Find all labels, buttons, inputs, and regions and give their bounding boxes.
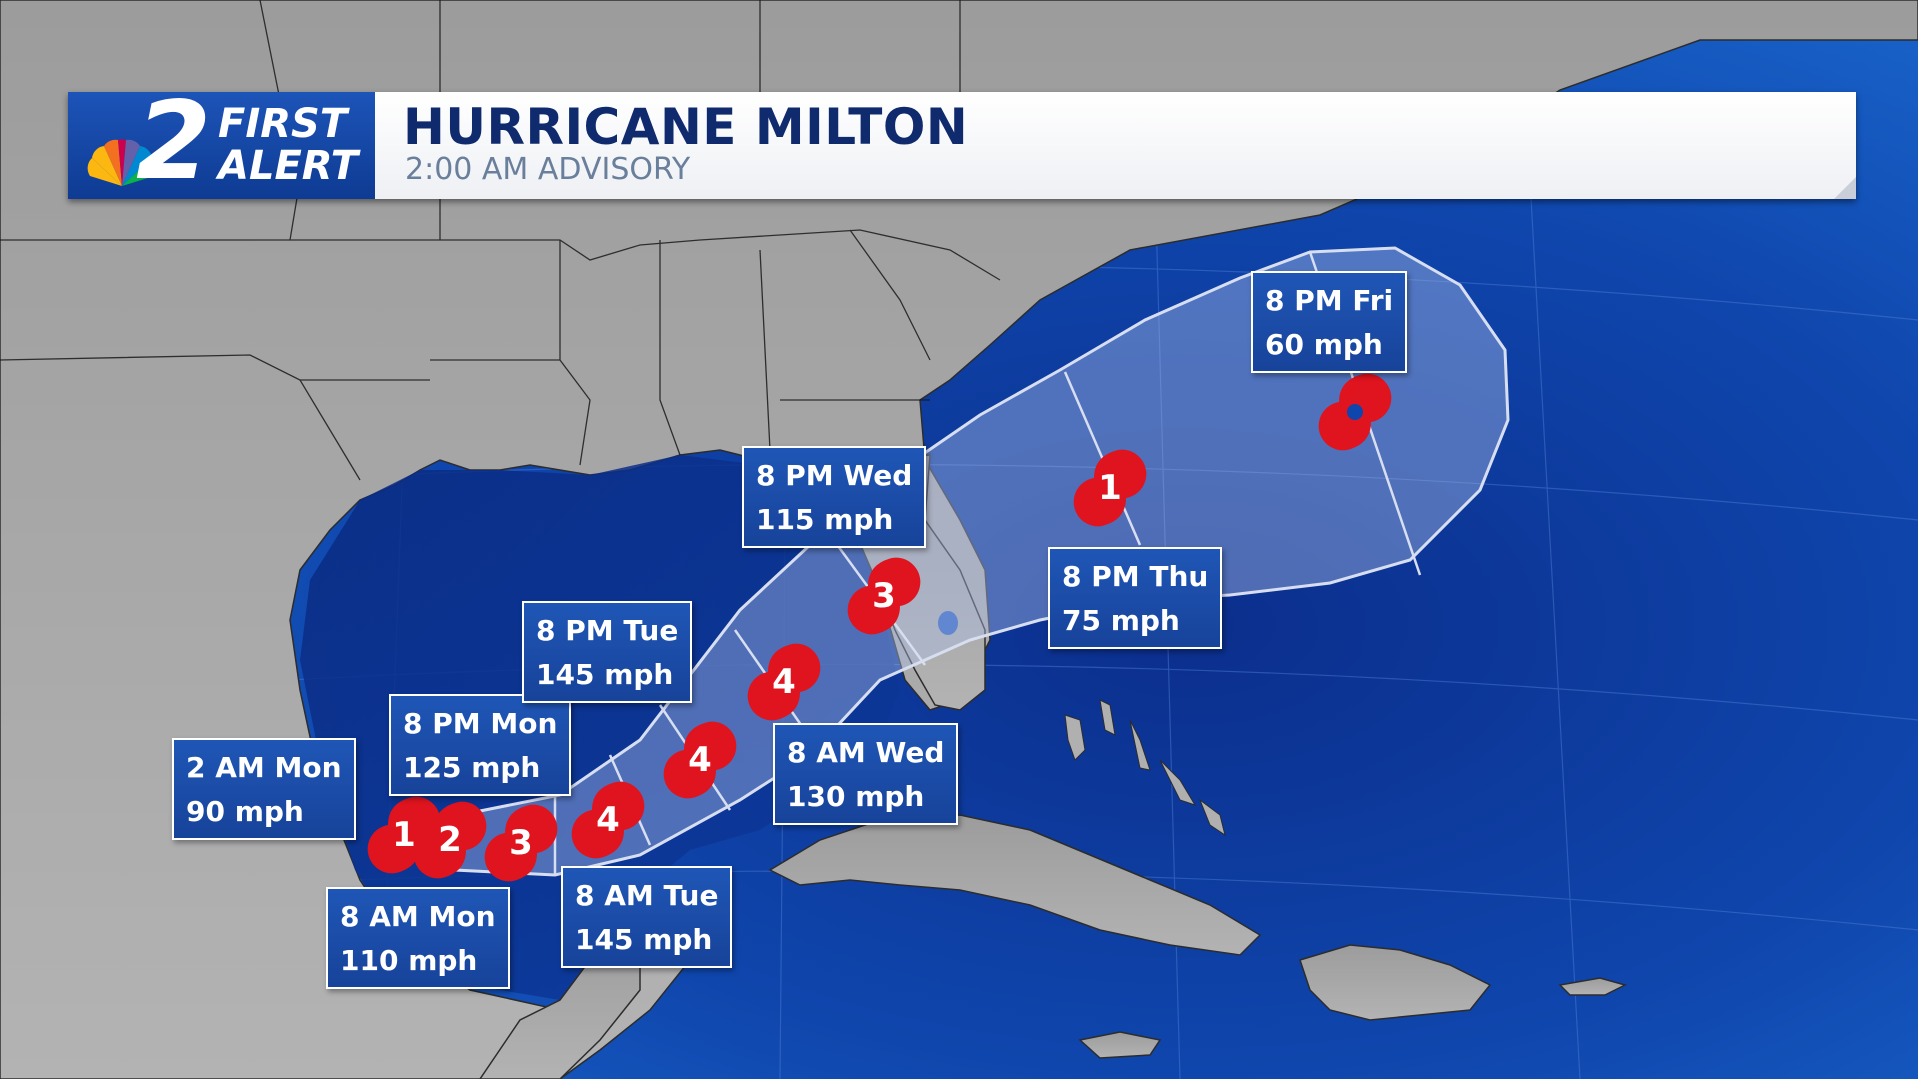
forecast-wind: 125 mph	[403, 751, 541, 784]
hurricane-icon	[663, 721, 737, 799]
storm-category: 4	[596, 800, 620, 840]
hispaniola-land	[1299, 944, 1492, 1021]
tropical-storm-icon	[1318, 373, 1392, 451]
forecast-wind: 145 mph	[575, 923, 713, 956]
forecast-time: 8 PM Mon	[403, 707, 558, 740]
storm-marker-8am-wed: 4	[747, 642, 821, 722]
forecast-label-8pm-fri: 8 PM Fri 60 mph	[1251, 271, 1408, 373]
forecast-time: 8 AM Tue	[575, 879, 719, 912]
hurricane-icon	[571, 781, 645, 859]
storm-category: 1	[392, 815, 416, 855]
forecast-time: 8 AM Mon	[340, 900, 496, 933]
nbc-peacock-icon	[87, 139, 157, 186]
storm-marker-8pm-tue: 4	[663, 720, 737, 800]
hurricane-icon	[847, 557, 921, 635]
storm-category: 4	[688, 740, 712, 780]
forecast-label-8pm-mon: 8 PM Mon 125 mph	[389, 694, 572, 796]
storm-category: 1	[1098, 468, 1122, 508]
storm-marker-8pm-wed: 3	[847, 556, 921, 636]
forecast-label-2am-mon: 2 AM Mon 90 mph	[172, 738, 356, 840]
advisory-subtitle: 2:00 AM ADVISORY	[405, 152, 691, 187]
forecast-label-8am-mon: 8 AM Mon 110 mph	[326, 887, 510, 989]
logo-alert-text: ALERT	[218, 143, 359, 189]
logo-channel-number: 2	[136, 79, 212, 204]
lake-okeechobee	[938, 611, 958, 635]
storm-category: 3	[509, 823, 533, 863]
station-logo: 2 FIRST ALERT	[68, 88, 375, 199]
storm-marker-8pm-mon: 3	[484, 803, 558, 883]
forecast-wind: 115 mph	[756, 503, 894, 536]
forecast-label-8pm-wed: 8 PM Wed 115 mph	[742, 446, 927, 548]
hurricane-icon	[747, 643, 821, 721]
hurricane-icon	[367, 796, 441, 874]
forecast-time: 8 PM Thu	[1062, 560, 1209, 593]
forecast-time: 8 PM Tue	[536, 614, 679, 647]
forecast-wind: 90 mph	[186, 795, 304, 828]
forecast-label-8pm-thu: 8 PM Thu 75 mph	[1048, 547, 1223, 649]
forecast-label-8am-tue: 8 AM Tue 145 mph	[561, 866, 733, 968]
forecast-time: 2 AM Mon	[186, 751, 342, 784]
forecast-label-8am-wed: 8 AM Wed 130 mph	[773, 723, 959, 825]
banner-corner	[1834, 177, 1856, 199]
forecast-time: 8 PM Wed	[756, 459, 913, 492]
storm-marker-2am-mon: 1	[367, 795, 441, 875]
jamaica-land	[1078, 1031, 1162, 1059]
storm-marker-8pm-thu: 1	[1073, 448, 1147, 528]
forecast-wind: 75 mph	[1062, 604, 1180, 637]
forecast-wind: 110 mph	[340, 944, 478, 977]
header-banner: 2 FIRST ALERT HURRICANE MILTON 2:00 AM A…	[68, 88, 1856, 199]
bahamas-islands	[1064, 699, 1226, 837]
storm-marker-8pm-fri	[1318, 372, 1392, 452]
hurricane-icon	[484, 804, 558, 882]
forecast-time: 8 AM Wed	[787, 736, 945, 769]
hurricane-icon	[1073, 449, 1147, 527]
puerto-rico-land	[1558, 977, 1628, 996]
storm-marker-8am-mon: 2	[413, 800, 487, 880]
forecast-time: 8 PM Fri	[1265, 284, 1394, 317]
storm-category: 3	[872, 576, 896, 616]
forecast-wind: 60 mph	[1265, 328, 1383, 361]
storm-marker-8am-tue: 4	[571, 780, 645, 860]
forecast-wind: 145 mph	[536, 658, 674, 691]
hurricane-icon	[413, 801, 487, 879]
page-title: HURRICANE MILTON	[403, 98, 969, 156]
logo-first-text: FIRST	[218, 101, 348, 147]
forecast-wind: 130 mph	[787, 780, 925, 813]
storm-category: 4	[772, 662, 796, 702]
storm-category: 2	[438, 820, 462, 860]
title-area: HURRICANE MILTON 2:00 AM ADVISORY	[375, 92, 1856, 199]
forecast-label-8pm-tue: 8 PM Tue 145 mph	[522, 601, 693, 703]
